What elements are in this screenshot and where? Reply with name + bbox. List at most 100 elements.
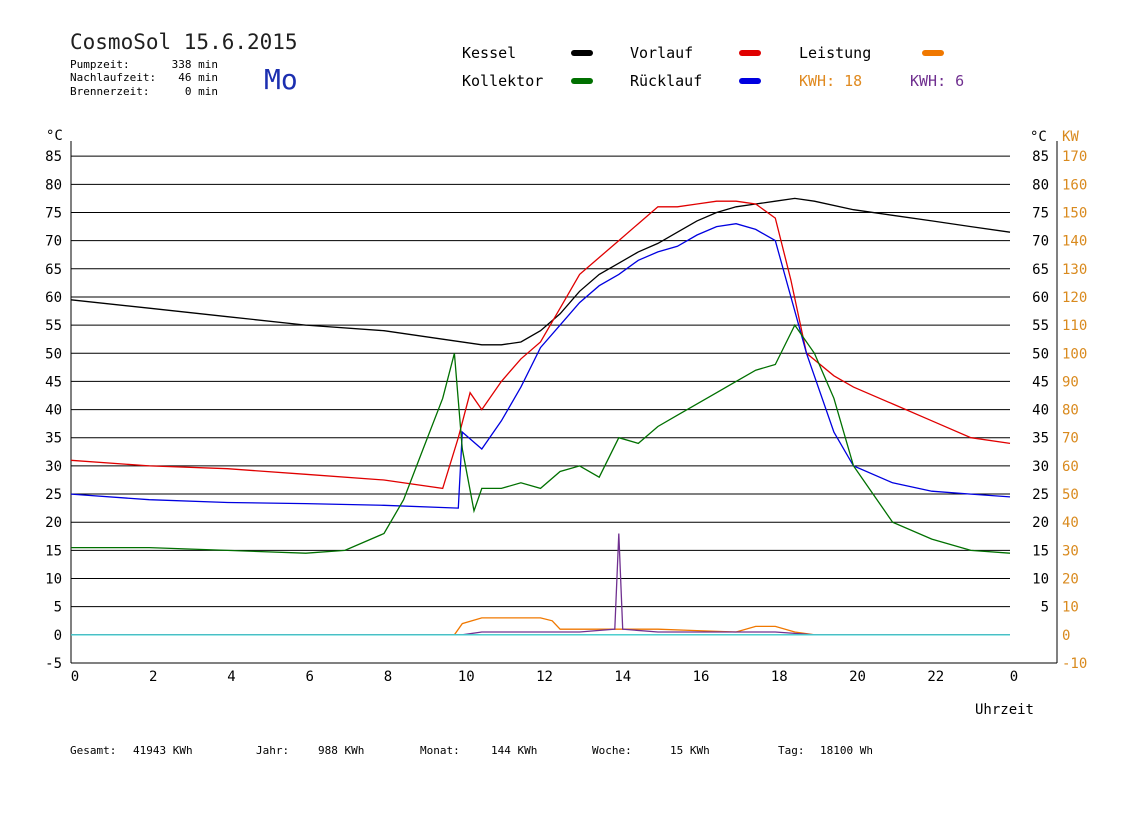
y-tick-label: 35 [45, 431, 62, 447]
y2-tick-label: 30 [1062, 543, 1079, 559]
y2-tick-label: 80 [1062, 403, 1079, 419]
y-tick-label: 85 [45, 149, 62, 165]
footer-woche-label: Woche: [592, 744, 632, 757]
y-tick-label: 65 [45, 262, 62, 278]
legend-ruecklauf-label: Rücklauf [630, 72, 702, 90]
y2-tick-label: 20 [1062, 572, 1079, 588]
footer-gesamt-value: 41943 KWh [133, 744, 193, 757]
kwh-orange-text: KWH: 18 [799, 72, 862, 90]
y-tick-label: 55 [45, 318, 62, 334]
y-right-tick-label: 25 [1032, 487, 1049, 503]
y2-tick-label: 70 [1062, 431, 1079, 447]
legend-kessel-label: Kessel [462, 44, 516, 62]
x-tick-label: 6 [306, 669, 314, 685]
y2-tick-label: 170 [1062, 149, 1087, 165]
ylabel-right-1: °C [1030, 129, 1047, 145]
y2-tick-label: 10 [1062, 600, 1079, 616]
y-tick-label: 15 [45, 543, 62, 559]
tick-labels: -505101520253035404550556065707580855101… [45, 149, 1087, 685]
y-tick-label: 30 [45, 459, 62, 475]
y-right-tick-label: 45 [1032, 374, 1049, 390]
y2-tick-label: 50 [1062, 487, 1079, 503]
y-right-tick-label: 20 [1032, 515, 1049, 531]
y2-tick-label: 0 [1062, 628, 1070, 644]
series-kollektor-leistung [71, 533, 1010, 636]
nachlaufzeit-value: 46 min [178, 71, 218, 84]
y2-tick-label: 140 [1062, 234, 1087, 250]
legend-leistung-label: Leistung [799, 44, 871, 62]
y-right-tick-label: 50 [1032, 346, 1049, 362]
footer-gesamt-label: Gesamt: [70, 744, 116, 757]
y2-tick-label: 40 [1062, 515, 1079, 531]
y-tick-label: 25 [45, 487, 62, 503]
x-tick-label: 10 [458, 669, 475, 685]
y2-tick-label: 120 [1062, 290, 1087, 306]
y2-tick-label: 110 [1062, 318, 1087, 334]
legend-vorlauf-label: Vorlauf [630, 44, 693, 62]
y-right-tick-label: 65 [1032, 262, 1049, 278]
x-tick-label: 0 [71, 669, 79, 685]
y2-tick-label: 60 [1062, 459, 1079, 475]
y-right-tick-label: 85 [1032, 149, 1049, 165]
kwh-purple-text: KWH: 6 [910, 72, 964, 90]
legend-kollektor-label: Kollektor [462, 72, 543, 90]
y-tick-label: 80 [45, 177, 62, 193]
y-right-tick-label: 80 [1032, 177, 1049, 193]
ylabel-right-2: KW [1062, 129, 1079, 145]
x-tick-label: 0 [1010, 669, 1018, 685]
series-kollektor [71, 323, 1011, 554]
x-tick-label: 8 [384, 669, 392, 685]
x-tick-label: 20 [849, 669, 866, 685]
ylabel-left: °C [46, 128, 63, 144]
y-right-tick-label: 40 [1032, 403, 1049, 419]
y-right-tick-label: 15 [1032, 543, 1049, 559]
y-tick-label: 40 [45, 403, 62, 419]
pumpzeit-value: 338 min [172, 58, 218, 71]
y-right-tick-label: 35 [1032, 431, 1049, 447]
y-tick-label: 70 [45, 234, 62, 250]
brennerzeit-value: 0 min [185, 85, 218, 98]
y-right-tick-label: 30 [1032, 459, 1049, 475]
y-right-tick-label: 60 [1032, 290, 1049, 306]
brennerzeit-label: Brennerzeit: [70, 85, 149, 98]
y-tick-label: 5 [54, 600, 62, 616]
y-right-tick-label: 55 [1032, 318, 1049, 334]
footer-jahr-value: 988 KWh [318, 744, 364, 757]
x-tick-label: 12 [536, 669, 553, 685]
y-right-tick-label: 5 [1041, 600, 1049, 616]
y2-tick-label: 160 [1062, 177, 1087, 193]
x-tick-label: 22 [927, 669, 944, 685]
y2-tick-label: 130 [1062, 262, 1087, 278]
x-tick-label: 18 [771, 669, 788, 685]
y-right-tick-label: 70 [1032, 234, 1049, 250]
grid [71, 155, 1010, 636]
footer-monat-label: Monat: [420, 744, 460, 757]
chart-title: CosmoSol 15.6.2015 [70, 30, 298, 54]
footer-tag-value: 18100 Wh [820, 744, 873, 757]
y2-tick-label: 150 [1062, 205, 1087, 221]
y-right-tick-label: 10 [1032, 572, 1049, 588]
series-layer [70, 197, 1011, 636]
weekday-label: Mo [264, 63, 298, 96]
y-tick-label: 10 [45, 572, 62, 588]
y-tick-label: 0 [54, 628, 62, 644]
xlabel: Uhrzeit [975, 702, 1034, 718]
y-tick-label: 20 [45, 515, 62, 531]
y-tick-label: 75 [45, 205, 62, 221]
pumpzeit-label: Pumpzeit: [70, 58, 130, 71]
y-tick-label: 60 [45, 290, 62, 306]
x-tick-label: 4 [227, 669, 235, 685]
footer-monat-value: 144 KWh [491, 744, 537, 757]
series-leistung [71, 617, 1010, 636]
footer-woche-value: 15 KWh [670, 744, 710, 757]
series-r-cklauf [70, 223, 1011, 509]
footer-tag-label: Tag: [778, 744, 805, 757]
y-tick-label: 50 [45, 346, 62, 362]
x-tick-label: 2 [149, 669, 157, 685]
series-vorlauf [70, 200, 1011, 490]
series-kessel [70, 197, 1011, 346]
plot-frame [70, 141, 1058, 664]
y-right-tick-label: 75 [1032, 205, 1049, 221]
